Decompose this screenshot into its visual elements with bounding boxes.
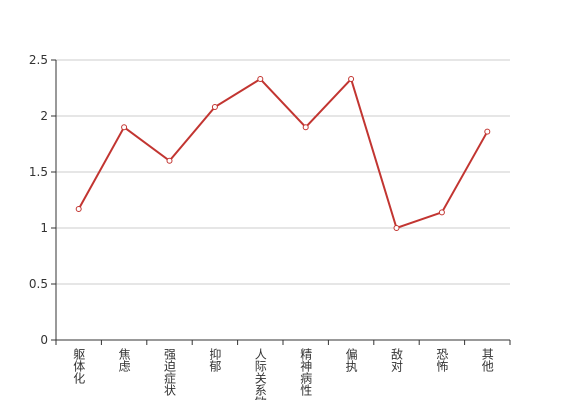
- x-tick-label: 其他: [480, 348, 494, 372]
- x-tick-label: 人际关系敏感: [253, 348, 267, 400]
- point: [211, 104, 218, 111]
- point: [393, 225, 400, 231]
- y-tick-label: 1: [40, 221, 48, 235]
- x-tick-label: 焦虑: [117, 348, 131, 372]
- x-tick-label: 抑郁: [208, 347, 222, 373]
- point: [348, 76, 355, 83]
- x-tick-label: 躯体化: [72, 347, 86, 385]
- point: [302, 124, 309, 131]
- point: [438, 209, 445, 216]
- point: [121, 124, 128, 131]
- point: [75, 205, 82, 212]
- x-tick-label: 强迫症状: [163, 348, 177, 396]
- x-tick-label: 精神病性: [299, 348, 313, 397]
- point: [257, 76, 264, 83]
- y-tick-label: 2.5: [29, 53, 48, 67]
- y-tick-label: 2: [40, 109, 48, 123]
- y-tick-label: 0.5: [29, 277, 48, 291]
- y-tick-label: 1.5: [29, 165, 48, 179]
- y-tick-label: 0: [40, 333, 48, 347]
- line: [77, 77, 489, 230]
- x-tick-label: 偏执: [344, 347, 358, 373]
- point: [166, 157, 173, 164]
- x-tick-label: 恐怖: [435, 348, 449, 372]
- point: [484, 128, 491, 135]
- x-tick-label: 敌对: [390, 347, 404, 372]
